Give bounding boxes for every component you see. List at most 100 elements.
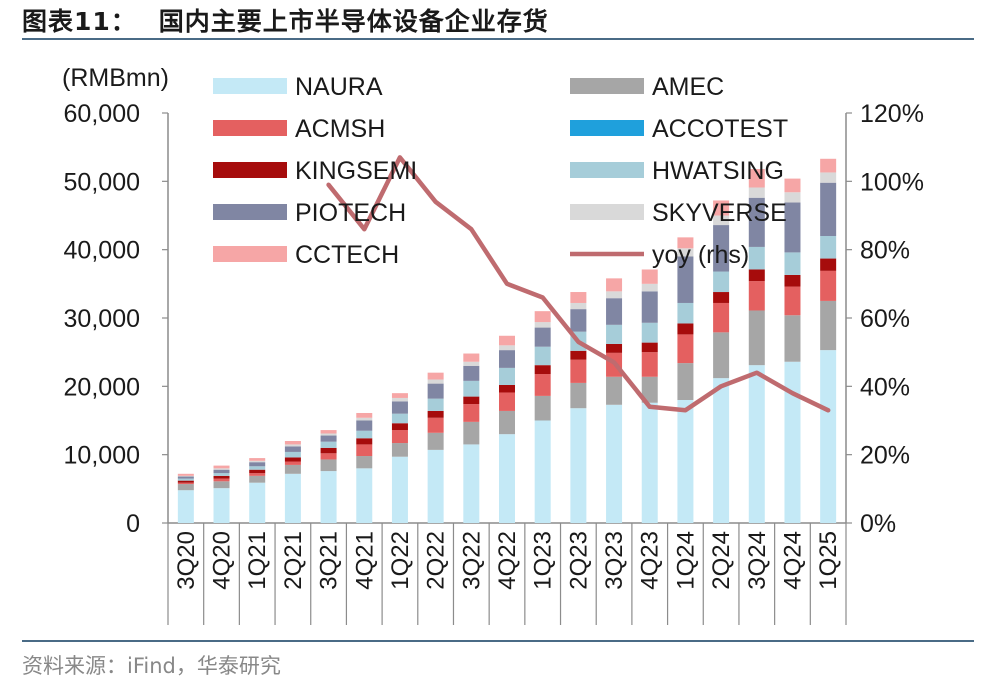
bar-cctech [320, 430, 337, 434]
bar-amec [748, 310, 765, 366]
legend-swatch-naura [213, 78, 287, 94]
bar-amec [284, 464, 301, 474]
bar-hwatsing [641, 322, 658, 343]
y2-tick-label: 100% [860, 168, 924, 196]
bar-skyverse [641, 283, 658, 292]
x-tick-label: 4Q24 [779, 531, 806, 590]
bar-naura [820, 350, 837, 523]
y-unit-label: (RMBmn) [62, 64, 169, 92]
bar-amec [534, 395, 551, 421]
bar-hwatsing [284, 451, 301, 458]
bar-hwatsing [713, 271, 730, 293]
bar-kingsemi [748, 269, 765, 282]
bar-naura [356, 468, 373, 523]
bar-acmsh [534, 374, 551, 396]
y-tick-label: 10,000 [64, 442, 140, 470]
legend-swatch-kingsemi [213, 162, 287, 178]
bar-skyverse [356, 417, 373, 421]
bar-skyverse [249, 460, 266, 463]
bar-cctech [427, 372, 444, 380]
bar-amec [570, 382, 587, 409]
bar-acmsh [213, 478, 230, 482]
bar-amec [391, 443, 408, 457]
bar-kingsemi [677, 323, 694, 335]
y2-tick-label: 60% [860, 305, 910, 333]
bar-amec [820, 300, 837, 351]
bar-kingsemi [427, 410, 444, 418]
bar-kingsemi [463, 396, 480, 405]
y-tick-label: 50,000 [64, 168, 140, 196]
bar-naura [284, 473, 301, 523]
bar-hwatsing [820, 236, 837, 259]
x-tick-label: 1Q25 [815, 531, 842, 590]
bar-naura [784, 361, 801, 523]
legend-label: KINGSEMI [295, 157, 417, 185]
bar-cctech [249, 458, 266, 461]
bar-hwatsing [356, 430, 373, 439]
x-tick-label: 2Q24 [708, 531, 735, 590]
bar-kingsemi [606, 343, 623, 353]
legend-swatch-accotest [570, 120, 644, 136]
x-tick-label: 3Q21 [316, 531, 343, 590]
legend-swatch-piotech [213, 204, 287, 220]
bar-skyverse [606, 291, 623, 299]
x-tick-label: 3Q20 [173, 531, 200, 590]
bar-cctech [570, 292, 587, 303]
bar-naura [570, 408, 587, 523]
bar-amec [677, 363, 694, 400]
x-tick-label: 4Q22 [494, 531, 521, 590]
bar-skyverse [284, 444, 301, 447]
bar-hwatsing [177, 478, 194, 481]
bar-hwatsing [677, 302, 694, 324]
legend-label: ACMSH [295, 115, 385, 143]
bar-kingsemi [713, 292, 730, 303]
bar-piotech [356, 420, 373, 431]
bar-hwatsing [784, 252, 801, 275]
bar-kingsemi [320, 447, 337, 454]
x-tick-label: 4Q20 [209, 531, 236, 590]
bar-naura [713, 378, 730, 523]
bar-piotech [391, 401, 408, 414]
bar-kingsemi [820, 258, 837, 271]
bar-kingsemi [570, 350, 587, 360]
bar-hwatsing [463, 380, 480, 397]
source-rule [22, 640, 974, 642]
bar-naura [320, 471, 337, 523]
bar-naura [677, 400, 694, 523]
bar-skyverse [677, 248, 694, 257]
bar-acmsh [284, 461, 301, 465]
legend-swatch-cctech [213, 246, 287, 262]
bar-skyverse [748, 187, 765, 198]
bar-kingsemi [784, 274, 801, 287]
bar-cctech [606, 278, 623, 292]
x-tick-label: 1Q22 [387, 531, 414, 590]
y-tick-label: 60,000 [64, 100, 140, 128]
bar-amec [427, 432, 444, 450]
bar-piotech [820, 182, 837, 236]
legend-label: yoy (rhs) [652, 241, 749, 269]
bar-amec [713, 332, 730, 379]
bar-skyverse [177, 475, 194, 477]
bar-cctech [713, 200, 730, 216]
legend-label: PIOTECH [295, 199, 406, 227]
figure-label: 图表11： [22, 7, 137, 36]
legend-label: SKYVERSE [652, 199, 787, 227]
bar-kingsemi [534, 365, 551, 375]
legend-swatch-skyverse [570, 204, 644, 220]
legend-label: CCTECH [295, 241, 399, 269]
bar-piotech [284, 446, 301, 452]
bar-piotech [249, 462, 266, 467]
y-tick-label: 20,000 [64, 373, 140, 401]
bar-hwatsing [606, 324, 623, 344]
y2-tick-label: 80% [860, 237, 910, 265]
bar-skyverse [391, 397, 408, 402]
bar-kingsemi [249, 469, 266, 474]
bar-amec [606, 376, 623, 405]
bar-piotech [463, 365, 480, 381]
legend-label: HWATSING [652, 157, 784, 185]
figure-title: 图表11： 国内主要上市半导体设备企业存货 [22, 2, 549, 38]
bar-acmsh [463, 404, 480, 422]
yoy-line [326, 155, 831, 413]
bar-kingsemi [213, 475, 230, 479]
